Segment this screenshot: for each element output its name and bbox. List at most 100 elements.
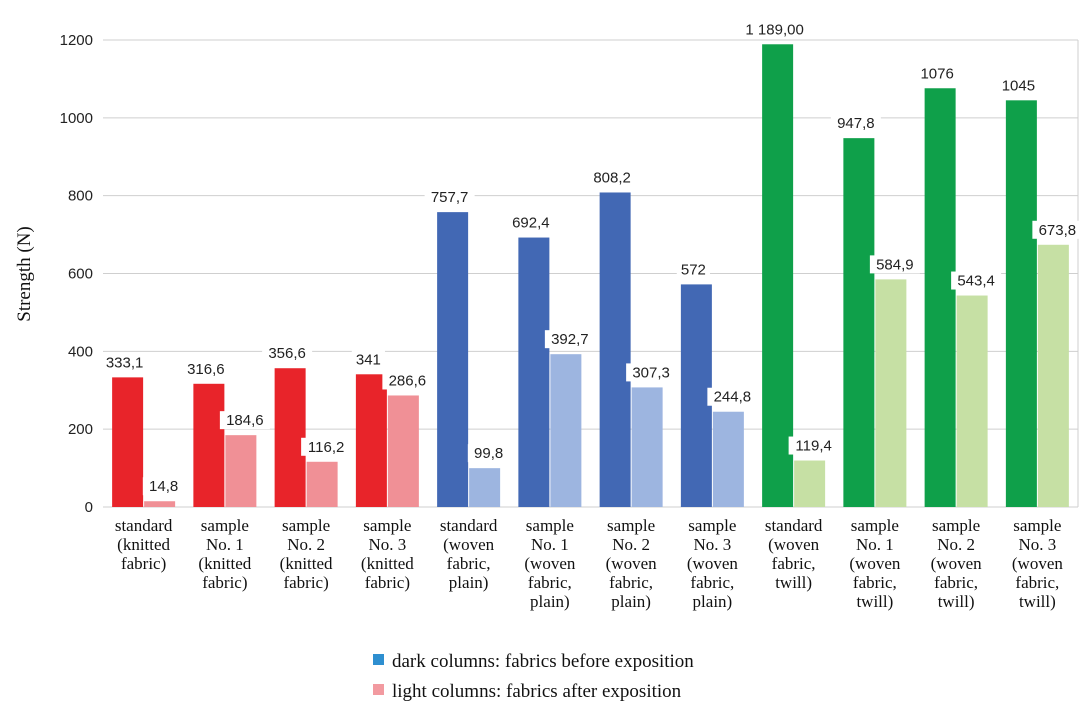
data-label-before-4: 341 xyxy=(356,351,381,368)
bar-after-9 xyxy=(794,460,826,507)
category-label-11-line-1: sample xyxy=(932,516,980,535)
y-tick-label: 400 xyxy=(68,343,93,360)
category-label-5-line-2: (woven xyxy=(443,535,494,554)
category-label-3-line-3: (knitted xyxy=(280,554,333,573)
data-label-bg xyxy=(351,350,385,369)
legend-swatch-before xyxy=(373,654,384,665)
category-label-9-line-3: fabric, xyxy=(772,554,816,573)
category-label-8-line-3: (woven xyxy=(687,554,738,573)
bar-after-12 xyxy=(1037,244,1069,508)
category-label-2-line-4: fabric) xyxy=(202,573,247,592)
category-label-6-line-1: sample xyxy=(526,516,574,535)
category-label-7-line-4: fabric, xyxy=(609,573,653,592)
data-label-after-7: 307,3 xyxy=(632,364,670,381)
category-label-6-line-4: fabric, xyxy=(528,573,572,592)
bar-before-5 xyxy=(437,212,469,507)
y-axis-title: Strength (N) xyxy=(14,226,35,322)
legend: dark columns: fabrics before exposition … xyxy=(373,651,694,702)
category-label-1-line-3: fabric) xyxy=(121,554,166,573)
data-label-bg xyxy=(467,444,510,463)
category-label-7-line-2: No. 2 xyxy=(612,535,650,554)
data-label-after-6: 392,7 xyxy=(551,331,589,348)
data-label-bg xyxy=(219,411,270,430)
category-label-11-line-5: twill) xyxy=(938,592,975,611)
legend-swatch-after xyxy=(373,684,384,695)
bar-after-5 xyxy=(469,468,501,507)
category-label-11-line-4: fabric, xyxy=(934,573,978,592)
bar-after-8 xyxy=(712,411,744,507)
data-label-bg xyxy=(505,213,556,232)
category-label-10-line-1: sample xyxy=(851,516,899,535)
category-label-6-line-2: No. 1 xyxy=(531,535,569,554)
data-label-bg xyxy=(707,387,758,406)
data-label-after-10: 584,9 xyxy=(876,256,914,273)
category-label-4-line-2: No. 3 xyxy=(368,535,406,554)
data-label-bg xyxy=(99,353,150,372)
category-label-12-line-3: (woven xyxy=(1012,554,1063,573)
bar-before-4 xyxy=(355,374,387,507)
category-label-7-line-1: sample xyxy=(607,516,655,535)
category-label-10-line-4: fabric, xyxy=(853,573,897,592)
data-label-bg xyxy=(997,76,1040,95)
data-labels: 333,1 14,8 316,6 184,6 356,6 116,2 341 286,6 757… xyxy=(99,20,1083,496)
data-label-before-12: 1045 xyxy=(1002,77,1035,94)
y-tick-label: 1000 xyxy=(60,110,93,127)
y-tick-label: 0 xyxy=(85,499,93,516)
data-label-bg xyxy=(180,359,231,378)
category-label-6-line-5: plain) xyxy=(530,592,570,611)
data-label-after-3: 116,2 xyxy=(308,439,344,456)
data-label-bg xyxy=(951,271,1002,290)
bar-after-6 xyxy=(550,354,582,507)
bar-before-9 xyxy=(762,44,794,508)
data-label-before-9: 1 189,00 xyxy=(745,21,803,38)
category-label-10-line-5: twill) xyxy=(856,592,893,611)
data-label-after-8: 244,8 xyxy=(714,389,752,406)
bar-after-11 xyxy=(956,295,988,507)
bar-before-1 xyxy=(112,377,144,507)
category-label-7-line-5: plain) xyxy=(611,592,651,611)
data-label-before-2: 316,6 xyxy=(187,361,225,378)
y-tick-label: 600 xyxy=(68,266,93,283)
bars xyxy=(112,44,1069,508)
category-label-3-line-1: sample xyxy=(282,516,330,535)
data-label-before-1: 333,1 xyxy=(106,354,144,371)
category-label-5-line-1: standard xyxy=(440,516,498,535)
bar-before-6 xyxy=(518,237,550,507)
category-label-1-line-2: (knitted xyxy=(117,535,170,554)
category-label-5-line-3: fabric, xyxy=(447,554,491,573)
bar-after-4 xyxy=(387,395,419,507)
data-label-bg xyxy=(626,363,677,382)
bar-after-10 xyxy=(875,279,907,507)
data-label-bg xyxy=(587,168,638,187)
category-label-7-line-3: (woven xyxy=(606,554,657,573)
data-label-before-10: 947,8 xyxy=(837,115,875,132)
y-tick-label: 1200 xyxy=(60,32,93,49)
bar-before-10 xyxy=(843,138,875,507)
category-label-11-line-2: No. 2 xyxy=(937,535,975,554)
bar-before-12 xyxy=(1005,100,1037,507)
data-label-before-11: 1076 xyxy=(920,65,953,82)
category-label-12-line-1: sample xyxy=(1013,516,1061,535)
bar-after-3 xyxy=(306,461,338,507)
bar-before-7 xyxy=(599,192,631,507)
data-label-bg xyxy=(869,255,920,274)
data-label-bg xyxy=(737,20,813,39)
y-tick-label: 800 xyxy=(68,188,93,205)
legend-label-after: light columns: fabrics after exposition xyxy=(392,681,682,702)
category-label-12-line-2: No. 3 xyxy=(1018,535,1056,554)
category-label-8-line-5: plain) xyxy=(693,592,733,611)
data-label-after-1: 14,8 xyxy=(149,478,178,495)
data-label-bg xyxy=(301,437,352,456)
bar-after-1 xyxy=(144,501,176,507)
bar-before-3 xyxy=(274,368,306,507)
category-label-1-line-1: standard xyxy=(115,516,173,535)
category-label-9-line-4: twill) xyxy=(775,573,812,592)
category-label-3-line-2: No. 2 xyxy=(287,535,325,554)
data-label-after-12: 673,8 xyxy=(1039,222,1077,239)
data-label-after-2: 184,6 xyxy=(226,412,264,429)
data-label-bg xyxy=(1032,220,1083,239)
data-label-after-4: 286,6 xyxy=(389,372,427,389)
category-label-6-line-3: (woven xyxy=(524,554,575,573)
